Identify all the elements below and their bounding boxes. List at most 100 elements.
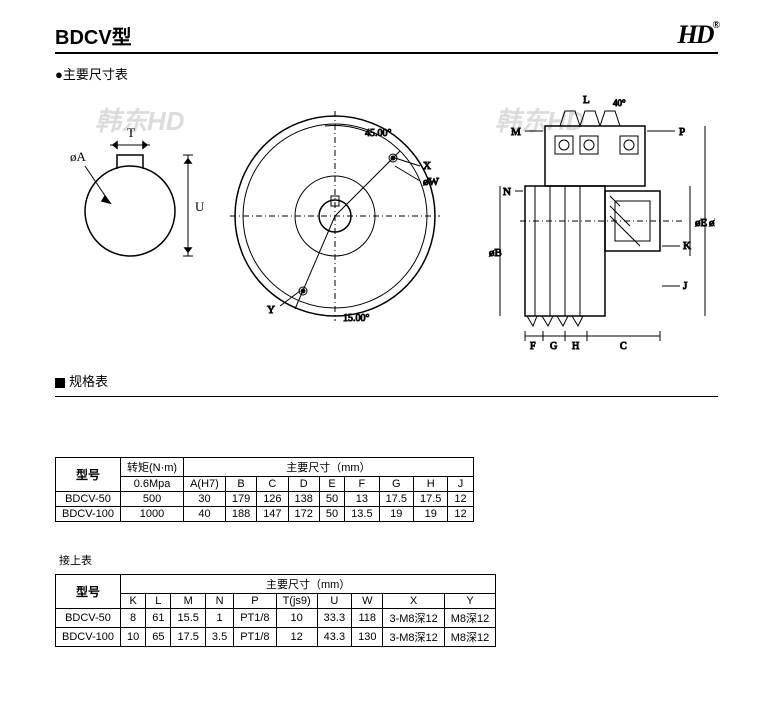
col-J: J — [448, 477, 473, 492]
col-P: P — [234, 594, 276, 609]
col-dims-header: 主要尺寸（mm） — [184, 458, 474, 477]
cell: 1000 — [120, 507, 183, 522]
cell: 65 — [146, 628, 171, 647]
cell: 188 — [225, 507, 256, 522]
label-D: øD — [709, 217, 715, 229]
cell: 12 — [448, 492, 473, 507]
label-Y: Y — [267, 304, 275, 316]
cell: 13 — [345, 492, 379, 507]
table-row: BDCV-50 500 30 179 126 138 50 13 17.5 17… — [56, 492, 474, 507]
diagram-front: 45.00° X øW Y 15.00° — [225, 91, 445, 341]
col-H: H — [414, 477, 448, 492]
col-B: B — [225, 477, 256, 492]
label-angle1: 45.00° — [365, 128, 392, 139]
cell: 61 — [146, 609, 171, 628]
col-M: M — [171, 594, 205, 609]
cell: 147 — [257, 507, 288, 522]
label-X: X — [423, 160, 431, 172]
cell: 19 — [379, 507, 413, 522]
page-title: BDCV型 — [55, 21, 132, 50]
col-U: U — [317, 594, 351, 609]
logo-text: HD — [678, 20, 713, 49]
col-dims-header: 主要尺寸（mm） — [120, 575, 495, 594]
cell: 50 — [319, 492, 344, 507]
cell: 138 — [288, 492, 319, 507]
cell: 17.5 — [171, 628, 205, 647]
section-dimensions-title: ●主要尺寸表 — [55, 64, 718, 83]
label-A: øA — [70, 149, 87, 164]
col-X: X — [383, 594, 444, 609]
col-E: E — [319, 477, 344, 492]
cell: 126 — [257, 492, 288, 507]
spec-divider — [55, 396, 718, 397]
col-model: 型号 — [56, 575, 121, 609]
cell: 3-M8深12 — [383, 609, 444, 628]
col-C: C — [257, 477, 288, 492]
cell: 172 — [288, 507, 319, 522]
cell: 13.5 — [345, 507, 379, 522]
col-K: K — [120, 594, 145, 609]
label-N: N — [503, 186, 511, 198]
label-B: øB — [489, 247, 502, 259]
col-A: A(H7) — [184, 477, 226, 492]
cell: 30 — [184, 492, 226, 507]
cell: 19 — [414, 507, 448, 522]
cell-model: BDCV-50 — [56, 609, 121, 628]
diagram-keyway: T øA U — [55, 111, 205, 271]
label-U: U — [195, 199, 205, 214]
header: BDCV型 HD® — [55, 20, 718, 54]
cell: 3.5 — [205, 628, 233, 647]
col-W: W — [352, 594, 383, 609]
cell: 130 — [352, 628, 383, 647]
cell: 12 — [448, 507, 473, 522]
cell: 1 — [205, 609, 233, 628]
col-N: N — [205, 594, 233, 609]
col-Y: Y — [444, 594, 496, 609]
table-row: BDCV-50 8 61 15.5 1 PT1/8 10 33.3 118 3-… — [56, 609, 496, 628]
spec-table-1: 型号 转矩(N·m) 主要尺寸（mm） 0.6Mpa A(H7) B C D E… — [55, 457, 474, 522]
label-angle2: 15.00° — [343, 313, 370, 324]
cell-model: BDCV-100 — [56, 507, 121, 522]
cell-model: BDCV-100 — [56, 628, 121, 647]
cell: 43.3 — [317, 628, 351, 647]
cell: 50 — [319, 507, 344, 522]
label-K: K — [683, 240, 691, 252]
label-angle3: 40° — [613, 98, 626, 108]
cell: 3-M8深12 — [383, 628, 444, 647]
diagram-section: L 40° M P — [465, 91, 715, 351]
cell: 8 — [120, 609, 145, 628]
label-L: L — [583, 94, 590, 106]
logo-mark: ® — [713, 20, 718, 31]
col-F: F — [345, 477, 379, 492]
table-row: BDCV-100 1000 40 188 147 172 50 13.5 19 … — [56, 507, 474, 522]
spec-table-title: 规格表 — [55, 371, 718, 390]
cell: 10 — [120, 628, 145, 647]
col-D: D — [288, 477, 319, 492]
col-torque-sub: 0.6Mpa — [120, 477, 183, 492]
cell: 500 — [120, 492, 183, 507]
cell: 118 — [352, 609, 383, 628]
cell: M8深12 — [444, 628, 496, 647]
cell: 10 — [276, 609, 317, 628]
label-E: øE — [695, 217, 708, 229]
label-T: T — [127, 125, 135, 140]
cell: 17.5 — [414, 492, 448, 507]
col-T: T(js9) — [276, 594, 317, 609]
spec-table-2: 型号 主要尺寸（mm） K L M N P T(js9) U W X Y BDC… — [55, 574, 496, 647]
label-W: øW — [423, 176, 440, 188]
col-L: L — [146, 594, 171, 609]
label-C: C — [620, 341, 627, 351]
label-G: G — [550, 341, 557, 351]
label-H: H — [572, 341, 579, 351]
cell: 40 — [184, 507, 226, 522]
continued-label: 接上表 — [59, 552, 718, 568]
diagram-area: 韩东HD 韩东HD T øA U — [55, 91, 718, 361]
label-M: M — [511, 126, 521, 138]
label-F: F — [530, 341, 536, 351]
cell: 12 — [276, 628, 317, 647]
cell: M8深12 — [444, 609, 496, 628]
cell: 33.3 — [317, 609, 351, 628]
cell: 17.5 — [379, 492, 413, 507]
col-G: G — [379, 477, 413, 492]
cell: 179 — [225, 492, 256, 507]
